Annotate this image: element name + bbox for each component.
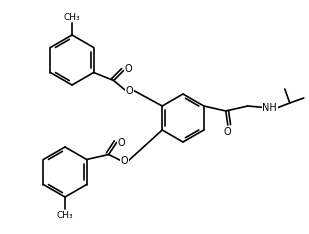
Text: O: O: [118, 138, 125, 147]
Text: NH: NH: [262, 103, 277, 113]
Text: CH₃: CH₃: [57, 211, 73, 219]
Text: O: O: [121, 156, 129, 165]
Text: O: O: [126, 85, 133, 95]
Text: O: O: [125, 63, 133, 73]
Text: O: O: [224, 127, 232, 137]
Text: CH₃: CH₃: [64, 12, 80, 22]
